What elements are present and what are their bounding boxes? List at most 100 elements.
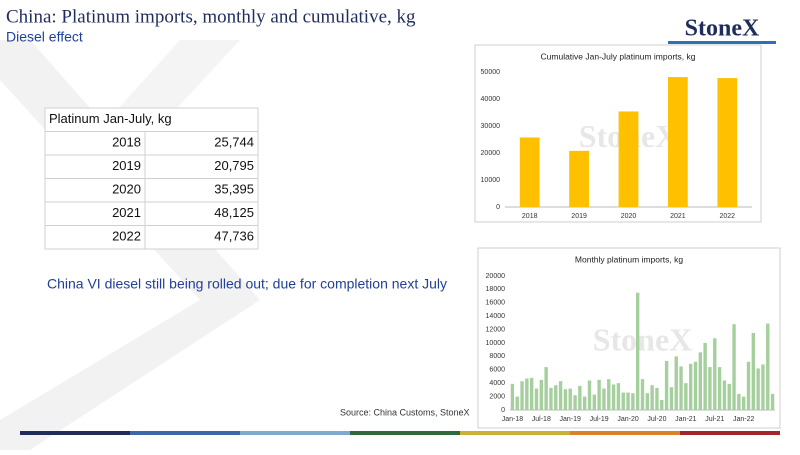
- bar: [569, 150, 589, 207]
- note: China VI diesel still being rolled out; …: [47, 276, 447, 292]
- table-cell: 35,395: [214, 182, 254, 197]
- y-tick-label: 16000: [486, 300, 506, 307]
- table-cell: 2021: [112, 205, 141, 220]
- x-tick-label: 2019: [571, 213, 587, 220]
- y-tick-label: 0: [496, 204, 500, 211]
- table-cell: 25,744: [214, 135, 254, 150]
- x-tick-label: Jan-18: [502, 416, 524, 423]
- bar: [568, 388, 572, 410]
- bar: [766, 323, 770, 410]
- logo-underline: [668, 41, 776, 44]
- stripe: [20, 431, 130, 435]
- bar: [668, 77, 688, 207]
- bar: [549, 387, 553, 410]
- x-tick-label: Jan-21: [675, 416, 697, 423]
- bar: [717, 78, 738, 208]
- table-cell: 47,736: [214, 229, 254, 244]
- chart-title: Cumulative Jan-July platinum imports, kg: [541, 51, 696, 61]
- y-tick-label: 40000: [481, 96, 501, 103]
- stripe: [460, 431, 570, 435]
- y-tick-label: 20000: [486, 273, 506, 280]
- bar: [708, 367, 712, 410]
- bar: [520, 381, 524, 410]
- bar: [640, 379, 645, 410]
- bar: [741, 396, 746, 410]
- y-tick-label: 12000: [486, 326, 506, 333]
- bar: [770, 393, 775, 410]
- x-tick-label: 2022: [720, 213, 736, 220]
- x-tick-label: Jul-20: [647, 416, 666, 423]
- bar: [664, 361, 669, 410]
- bar: [645, 393, 650, 410]
- bar: [602, 388, 606, 410]
- y-tick-label: 30000: [481, 123, 501, 130]
- bar: [587, 380, 592, 410]
- x-tick-label: Jul-21: [705, 416, 724, 423]
- x-tick-label: 2020: [621, 213, 637, 220]
- y-tick-label: 18000: [486, 286, 506, 293]
- stripe: [130, 431, 240, 435]
- bar: [631, 393, 635, 410]
- stripe: [350, 431, 460, 435]
- bar: [554, 385, 558, 410]
- bar: [582, 396, 587, 410]
- bar: [525, 378, 529, 410]
- bar: [761, 364, 765, 410]
- bar: [703, 343, 707, 410]
- table-cell: 48,125: [214, 205, 254, 220]
- bar: [679, 366, 683, 410]
- table-cell: 2019: [112, 158, 141, 173]
- source: Source: China Customs, StoneX: [340, 407, 470, 417]
- bar: [669, 387, 674, 410]
- x-tick-label: 2018: [522, 213, 538, 220]
- bar: [573, 395, 577, 410]
- table-cell: 2018: [112, 135, 141, 150]
- bar: [693, 361, 698, 410]
- y-tick-label: 10000: [481, 177, 501, 184]
- table-cell: 2022: [112, 229, 141, 244]
- bar: [650, 385, 654, 410]
- chart-title: Monthly platinum imports, kg: [575, 254, 683, 264]
- x-tick-label: Jul-18: [532, 416, 551, 423]
- bar: [674, 356, 678, 410]
- y-tick-label: 14000: [486, 313, 506, 320]
- bar: [534, 388, 539, 410]
- bar: [592, 394, 597, 410]
- bar: [510, 383, 515, 410]
- y-tick-label: 10000: [486, 340, 506, 347]
- bar: [727, 383, 731, 410]
- bar: [563, 389, 568, 410]
- y-tick-label: 0: [501, 407, 505, 414]
- y-tick-label: 8000: [489, 353, 505, 360]
- bar: [618, 111, 639, 207]
- bar: [558, 381, 563, 410]
- bar: [746, 361, 751, 410]
- bar: [519, 137, 540, 207]
- y-tick-label: 2000: [489, 393, 505, 400]
- bar: [713, 338, 717, 410]
- bar: [751, 332, 756, 410]
- bar: [539, 379, 544, 410]
- bar: [660, 399, 664, 410]
- y-tick-label: 20000: [481, 150, 501, 157]
- footer-stripe: [20, 431, 780, 435]
- x-tick-label: Jan-19: [560, 416, 582, 423]
- subtitle: Diesel effect: [6, 29, 83, 45]
- x-tick-label: Jul-19: [590, 416, 609, 423]
- y-tick-label: 4000: [489, 380, 505, 387]
- bar: [621, 392, 625, 410]
- table-cell: 2020: [112, 182, 141, 197]
- x-tick-label: Jan-20: [617, 416, 639, 423]
- bar: [578, 385, 582, 410]
- bar: [597, 379, 601, 410]
- bar: [756, 368, 760, 410]
- bar: [698, 352, 703, 410]
- bar: [737, 393, 741, 410]
- bar: [529, 377, 534, 410]
- stripe: [570, 431, 680, 435]
- title: China: Platinum imports, monthly and cum…: [6, 6, 416, 27]
- stripe: [240, 431, 350, 435]
- y-tick-label: 6000: [489, 367, 505, 374]
- chart: Cumulative Jan-July platinum imports, kg…: [474, 44, 762, 223]
